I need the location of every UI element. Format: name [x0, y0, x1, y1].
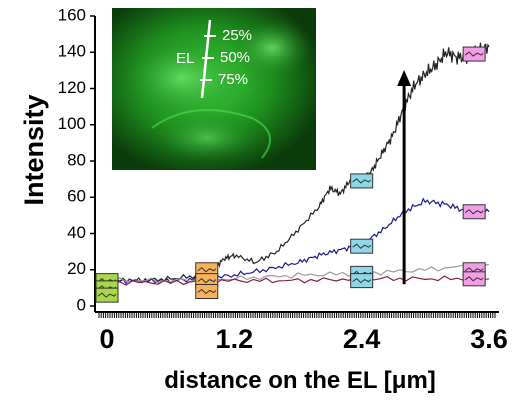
roi-marker: [462, 46, 486, 62]
y-tick-label: 20: [67, 259, 86, 278]
y-tick-label: 120: [58, 78, 86, 97]
series-line: [106, 263, 490, 284]
x-axis-ticks: 0 1.2 2.4 3.6: [99, 324, 507, 354]
el-label: EL: [176, 50, 194, 67]
el-position-label: 50%: [220, 49, 250, 66]
y-tick-label: 40: [67, 223, 86, 242]
y-tick-label: 140: [58, 42, 86, 61]
roi-marker: [350, 238, 374, 254]
y-tick-label: 100: [58, 114, 86, 133]
series-line: [106, 197, 490, 285]
roi-marker: [350, 173, 374, 189]
y-tick-label: 0: [77, 295, 86, 314]
roi-marker: [462, 271, 486, 287]
trend-arrow-head: [397, 70, 412, 86]
el-position-label: 25%: [222, 27, 252, 44]
y-tick-label: 60: [67, 187, 86, 206]
y-tick-label: 80: [67, 150, 86, 169]
microscopy-inset: EL 25% 50% 75%: [112, 8, 316, 170]
x-tick-label: 3.6: [470, 324, 508, 354]
roi-marker: [95, 287, 119, 303]
el-position-label: 75%: [218, 71, 248, 88]
x-tick-label: 1.2: [216, 324, 254, 354]
trend-arrow-group: [397, 70, 412, 285]
roi-marker: [462, 204, 486, 220]
series-line: [106, 275, 490, 286]
plot-area: [94, 16, 499, 318]
y-axis-label: Intensity: [19, 94, 49, 205]
x-tick-label: 0: [99, 324, 114, 354]
roi-marker: [195, 284, 219, 299]
y-tick-label: 160: [58, 5, 86, 24]
y-axis-ticks: 0 20 40 60 80 100 120 140 160: [58, 5, 95, 314]
marker-group: [95, 46, 486, 303]
x-axis-label: distance on the EL [μm]: [164, 367, 436, 394]
x-tick-label: 2.4: [343, 324, 381, 354]
roi-marker: [350, 273, 374, 289]
